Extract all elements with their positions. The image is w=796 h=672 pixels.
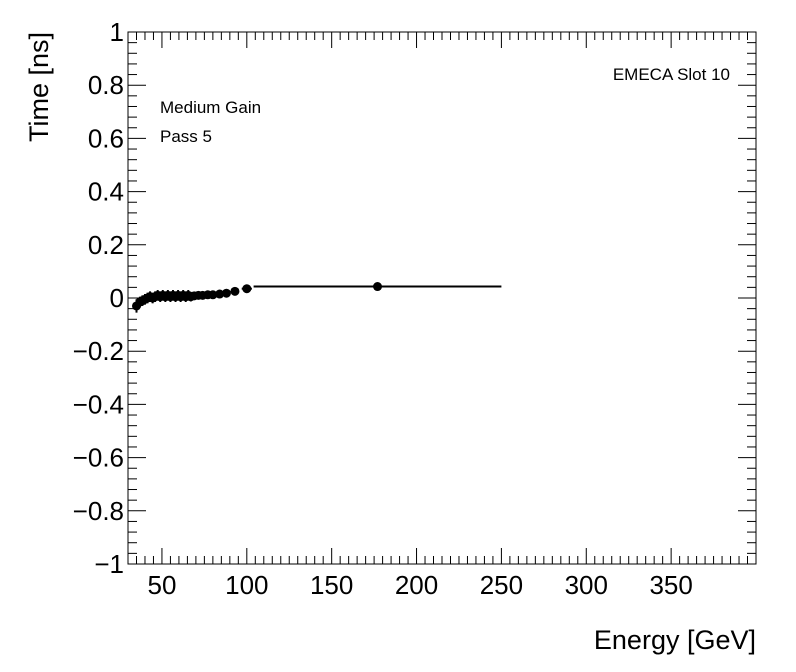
y-axis-title: Time [ns] [24,32,54,142]
y-tick-label: 0.6 [88,123,124,153]
x-tick-label: 150 [310,570,353,600]
annotation-gain: Medium Gain [160,98,261,117]
data-point [221,288,231,298]
y-tick-label: −0.8 [73,496,124,526]
data-point [230,286,240,296]
data-marker [373,282,383,292]
data-point [208,290,218,300]
x-ticks-layer: 50 100 150 200 250 300 350 [127,32,757,600]
y-tick-label: 0.2 [88,230,124,260]
x-tick-label: 250 [480,570,523,600]
x-tick-label: 350 [649,570,692,600]
x-tick-label: 200 [395,570,438,600]
x-tick-label: 300 [565,570,608,600]
y-tick-label: −1 [94,549,124,579]
y-tick-label: 0 [110,283,124,313]
annotation-slot: EMECA Slot 10 [613,65,730,84]
y-tick-label: 0.8 [88,70,124,100]
y-tick-label: −0.4 [73,389,124,419]
x-axis-title: Energy [GeV] [594,625,756,655]
data-layer [131,282,502,313]
data-marker [208,290,218,300]
data-marker [230,286,240,296]
data-point [253,282,502,292]
y-tick-label: 0.4 [88,177,124,207]
data-point [241,284,252,294]
x-tick-label: 100 [225,570,268,600]
data-marker [215,289,225,299]
data-point [215,289,225,299]
y-ticks-layer: 1 0.8 0.6 0.4 0.2 0 −0.2 −0.4 −0.6 −0.8 −1 [73,17,756,579]
x-tick-label: 50 [147,570,176,600]
annotation-pass: Pass 5 [160,127,212,146]
data-marker [242,284,252,294]
y-tick-label: 1 [110,17,124,47]
y-tick-label: −0.6 [73,443,124,473]
data-marker [221,288,231,298]
y-tick-label: −0.2 [73,336,124,366]
